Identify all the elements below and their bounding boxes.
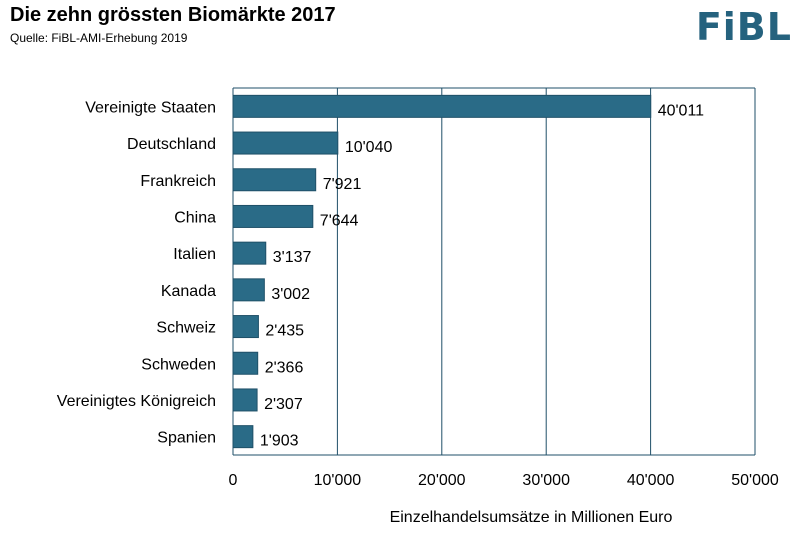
category-label: Spanien [157,430,216,447]
value-label: 3'137 [273,249,312,266]
bars [232,94,652,449]
bar [232,425,254,449]
bar [232,315,259,339]
bar [232,204,314,228]
x-tick-label: 10'000 [314,472,362,489]
bar [232,351,259,375]
category-label: Schweiz [156,320,216,337]
x-tick-label: 0 [229,472,238,489]
value-label: 2'435 [265,323,304,340]
category-label: China [174,209,216,226]
category-label: Vereinigte Staaten [85,99,216,116]
bar [232,168,317,192]
value-label: 10'040 [345,139,393,156]
bar [232,388,258,412]
x-tick-label: 20'000 [418,472,466,489]
category-labels: Vereinigte Staaten Deutschland Frankreich C… [57,99,216,446]
bar [232,278,265,302]
bar [232,241,267,265]
chart-subtitle: Quelle: FiBL-AMI-Erhebung 2019 [10,31,188,45]
value-label: 7'921 [323,176,362,193]
value-labels: 40'011 10'040 7'921 7'644 3'137 3'002 2'435 2'3… [260,102,704,449]
x-tick-labels: 0 10'000 20'000 30'000 40'000 50'000 [229,472,779,489]
category-label: Italien [173,246,216,263]
value-label: 1'903 [260,433,299,450]
category-label: Vereinigtes Königreich [57,393,216,410]
category-label: Kanada [161,283,216,300]
category-label: Frankreich [140,173,216,190]
category-label: Deutschland [127,136,216,153]
value-label: 2'366 [265,359,304,376]
value-label: 40'011 [658,102,704,119]
x-tick-label: 30'000 [522,472,570,489]
value-label: 2'307 [264,396,303,413]
value-label: 7'644 [320,212,359,229]
fibl-logo: FiBL [695,5,792,49]
value-label: 3'002 [271,286,310,303]
category-label: Schweden [141,356,216,373]
x-tick-label: 40'000 [627,472,675,489]
x-tick-label: 50'000 [731,472,779,489]
chart-title: Die zehn grössten Biomärkte 2017 [10,4,336,26]
bar [232,131,339,155]
bar [232,94,652,118]
x-axis-label: Einzelhandelsumsätze in Millionen Euro [390,509,673,526]
